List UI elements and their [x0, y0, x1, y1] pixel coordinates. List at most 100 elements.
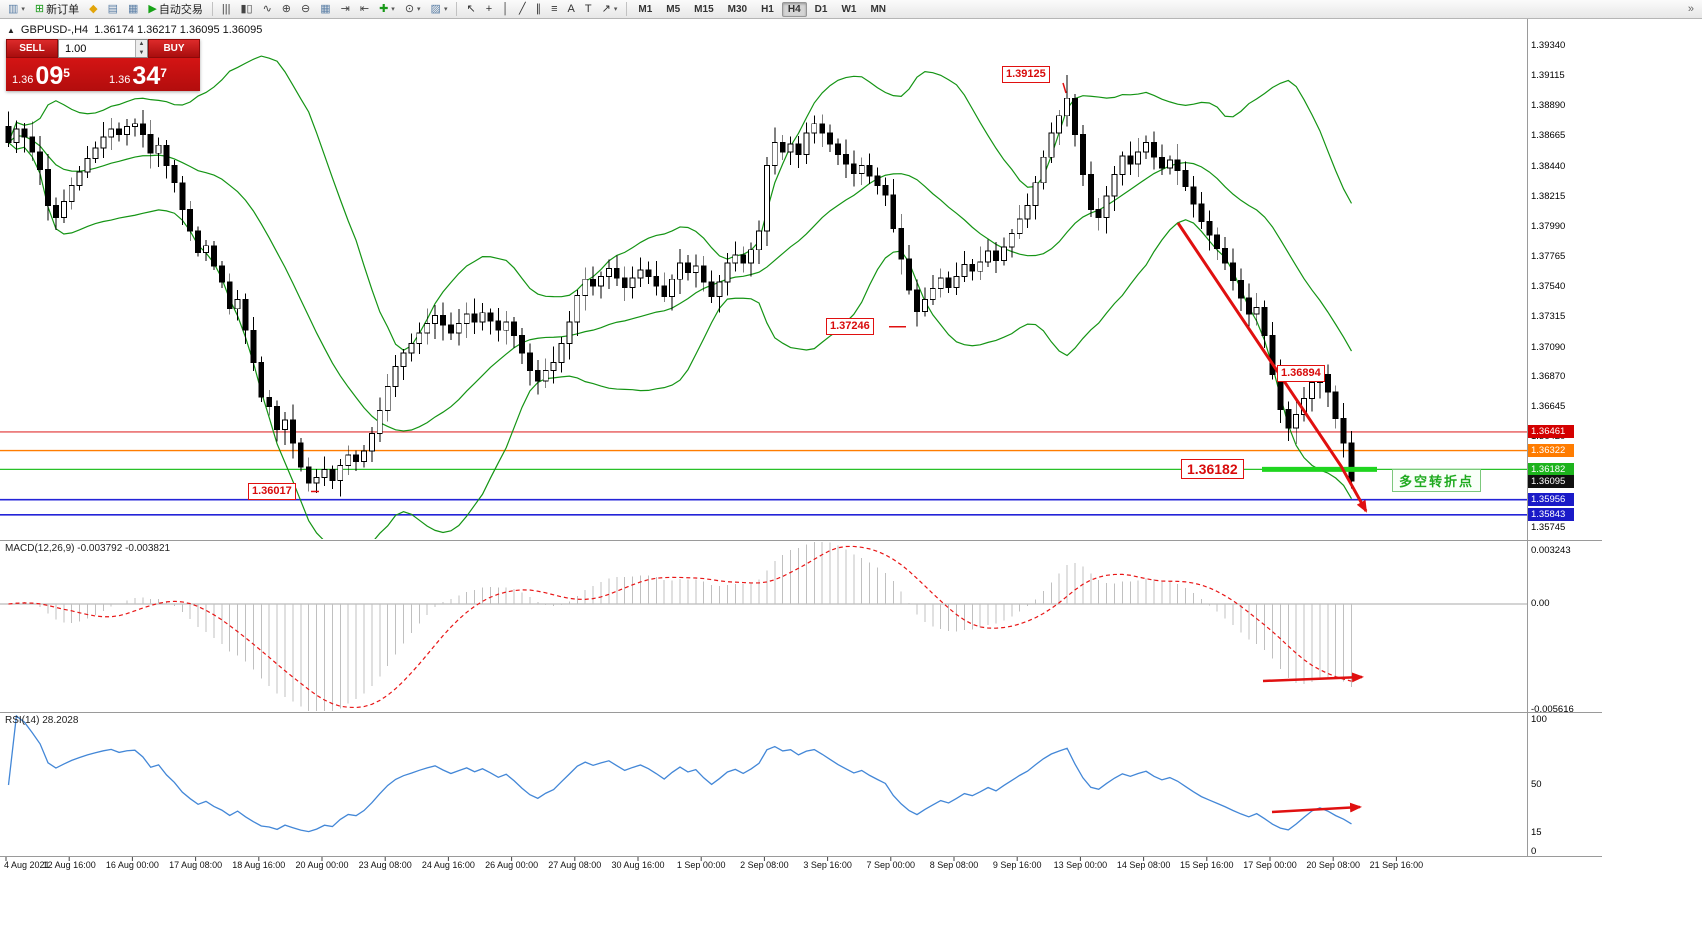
trendline-icon[interactable]: ╱ — [515, 1, 530, 18]
time-axis-label: 9 Sep 16:00 — [992, 860, 1042, 870]
arrows-icon[interactable]: ↗ ▾ — [598, 1, 622, 18]
bollinger-middle-band[interactable] — [8, 135, 1353, 432]
ask-price[interactable]: 1.36 34 7 — [103, 58, 200, 91]
timeframe-m15[interactable]: M15 — [694, 3, 714, 15]
time-axis-label: 17 Sep 00:00 — [1243, 860, 1297, 870]
collapse-trade-panel-icon[interactable]: ▲ — [7, 25, 15, 35]
candlestick-chart-icon[interactable]: ▮▯ — [236, 1, 256, 18]
cursor-icon[interactable]: ↖ — [462, 1, 479, 18]
time-axis-label: 3 Sep 16:00 — [803, 860, 852, 870]
sell-button[interactable]: SELL — [6, 39, 58, 58]
vertical-line-icon[interactable]: │ — [498, 1, 513, 18]
rsi-plot[interactable] — [7, 714, 1352, 833]
timeframe-h4[interactable]: H4 — [781, 1, 807, 17]
main-plot[interactable] — [0, 55, 1527, 555]
autotrading-button-label: 自动交易 — [158, 4, 203, 16]
new-order-button[interactable]: ⊞ 新订单 — [31, 1, 83, 18]
bid-prefix: 1.36 — [12, 74, 34, 86]
chart-shift-icon[interactable]: ⇤ — [356, 1, 373, 18]
fibonacci-icon[interactable]: ≡ — [547, 1, 561, 18]
timeframe-m5[interactable]: M5 — [666, 3, 681, 15]
macd-plot[interactable] — [0, 541, 1527, 713]
macd-axis-label: 0.00 — [1531, 598, 1550, 609]
ask-prefix: 1.36 — [109, 74, 131, 86]
autotrading-button[interactable]: ▶ 自动交易 — [144, 1, 206, 18]
templates-icon[interactable]: ▨ ▾ — [427, 1, 452, 18]
volume-spinner[interactable]: ▲ ▼ — [135, 40, 147, 57]
time-axis-label: 15 Sep 16:00 — [1180, 860, 1234, 870]
price-axis-separator — [1527, 19, 1528, 856]
new-order-icon: ⊞ — [34, 2, 45, 15]
toolbar-overflow-icon[interactable]: » — [1687, 3, 1694, 15]
metaeditor-icon[interactable]: ◆ — [85, 1, 101, 18]
text-icon[interactable]: A — [564, 1, 579, 18]
rsi-label: RSI(14) 28.2028 — [5, 715, 79, 726]
chart-title: ▲ GBPUSD-,H4 1.36174 1.36217 1.36095 1.3… — [7, 24, 262, 36]
vertical-line-icon: │ — [502, 2, 509, 15]
channel-icon[interactable]: ∥ — [532, 1, 546, 18]
autotrading-icon: ▶ — [148, 2, 157, 15]
price-label-1.37246[interactable]: 1.37246 — [826, 318, 874, 336]
bid-price[interactable]: 1.36 09 5 — [6, 58, 103, 91]
market-watch-icon[interactable]: ▤ — [104, 1, 122, 18]
indicators-icon[interactable]: ✚ ▾ — [375, 1, 399, 18]
time-axis-label: 20 Aug 00:00 — [295, 860, 349, 870]
text-icon: A — [567, 2, 575, 15]
price-tag-1.35956: 1.35956 — [1528, 493, 1574, 507]
auto-scroll-icon[interactable]: ⇥ — [337, 1, 354, 18]
zoom-out-icon[interactable]: ⊖ — [297, 1, 314, 18]
fibonacci-icon: ≡ — [551, 2, 558, 15]
volume-up-icon[interactable]: ▲ — [136, 40, 147, 49]
line-chart-icon[interactable]: ∿ — [259, 1, 276, 18]
time-axis-label: 2 Sep 08:00 — [740, 860, 789, 870]
volume-value[interactable]: 1.00 — [65, 42, 87, 55]
tile-windows-icon[interactable]: ▦ — [316, 1, 334, 18]
price-tag-1.35843: 1.35843 — [1528, 508, 1574, 522]
volume-input[interactable]: 1.00 ▲ ▼ — [58, 39, 148, 58]
toolbar-separator — [626, 2, 628, 16]
support-zone-bar[interactable] — [1262, 466, 1377, 472]
data-window-icon[interactable]: ▦ — [124, 1, 142, 18]
timeframe-h1[interactable]: H1 — [761, 3, 774, 15]
price-axis-label: 1.38440 — [1531, 160, 1566, 172]
bar-chart-icon[interactable]: ||| — [218, 1, 235, 18]
new-order-button-label: 新订单 — [46, 4, 80, 16]
timeframe-m1[interactable]: M1 — [638, 3, 653, 15]
price-label-1.36182[interactable]: 1.36182 — [1181, 459, 1244, 480]
timeframe-mn[interactable]: MN — [870, 3, 887, 15]
bollinger-upper-band[interactable] — [7, 55, 1353, 351]
text-label-icon[interactable]: T — [581, 1, 596, 18]
bar-chart-icon: ||| — [221, 2, 231, 15]
timeframe-d1[interactable]: D1 — [814, 3, 828, 15]
turning-point-annotation[interactable]: 多空转折点 — [1392, 469, 1482, 492]
rsi-panel-separator[interactable] — [0, 712, 1602, 713]
periods-icon[interactable]: ⊙ ▾ — [401, 1, 425, 18]
price-axis-label: 1.38665 — [1531, 130, 1566, 142]
price-axis-label: 1.38890 — [1531, 100, 1566, 112]
timeframe-m30[interactable]: M30 — [727, 3, 748, 15]
macd-panel-separator[interactable] — [0, 540, 1602, 541]
macd-arrow[interactable] — [1262, 672, 1364, 683]
timeframe-w1[interactable]: W1 — [841, 3, 857, 15]
time-axis-label: 26 Aug 00:00 — [485, 860, 539, 870]
time-axis-label: 27 Aug 08:00 — [548, 860, 602, 870]
price-axis-label: 1.37990 — [1531, 220, 1566, 232]
toolbar: ▥ ▾ ⊞ 新订单 ◆ ▤ ▦ ▶ 自动交易 ||| ▮▯ ∿ ⊕ ⊖ ▦ ⇥ ⇤ ✚ ▾ ⊙ ▾ ▨ ▾ ↖ + │ ╱ ∥ ≡ A T ↗… — [0, 0, 1702, 19]
crosshair-icon[interactable]: + — [482, 1, 496, 18]
bollinger-lower-band[interactable] — [8, 142, 1353, 555]
new-chart-icon: ▥ — [8, 2, 19, 15]
zoom-in-icon[interactable]: ⊕ — [278, 1, 295, 18]
downtrend-arrow[interactable] — [1176, 222, 1368, 513]
price-label-1.36017[interactable]: 1.36017 — [248, 482, 296, 500]
crosshair-icon: + — [485, 2, 493, 15]
dropdown-caret-icon: ▾ — [21, 6, 25, 13]
volume-down-icon[interactable]: ▼ — [136, 48, 147, 57]
price-label-1.36894[interactable]: 1.36894 — [1277, 365, 1325, 383]
rsi-arrow[interactable] — [1271, 802, 1362, 814]
new-chart-icon[interactable]: ▥ ▾ — [4, 1, 29, 18]
price-label-1.39125[interactable]: 1.39125 — [1002, 66, 1050, 84]
time-axis-label: 13 Sep 00:00 — [1053, 860, 1108, 870]
buy-button[interactable]: BUY — [148, 39, 200, 58]
dropdown-caret-icon: ▾ — [417, 6, 421, 13]
